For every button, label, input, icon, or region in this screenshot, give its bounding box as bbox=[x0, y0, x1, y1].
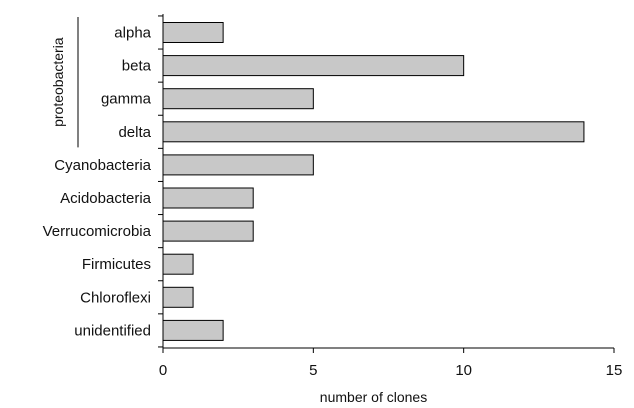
group-label: proteobacteria bbox=[50, 37, 66, 127]
category-label-firmicutes: Firmicutes bbox=[82, 256, 151, 273]
bar-beta bbox=[162, 55, 465, 77]
bar-acidobacteria bbox=[162, 187, 254, 209]
category-label-beta: beta bbox=[122, 58, 152, 75]
bar-chloroflexi bbox=[162, 286, 194, 308]
category-label-chloroflexi: Chloroflexi bbox=[80, 289, 151, 306]
x-tick-label: 5 bbox=[309, 362, 317, 379]
x-tick-label: 15 bbox=[606, 362, 623, 379]
bar-gamma bbox=[162, 88, 314, 110]
category-label-cyanobacteria: Cyanobacteria bbox=[54, 157, 151, 174]
bar-verrucomicrobia bbox=[162, 220, 254, 242]
y-axis: alpha beta gamma delta Cyanobacteria Acidobac… bbox=[43, 14, 164, 348]
x-axis: 0 5 10 15 bbox=[159, 347, 623, 379]
bar-alpha bbox=[162, 22, 224, 43]
category-label-gamma: gamma bbox=[101, 91, 152, 108]
category-label-verrucomicrobia: Verrucomicrobia bbox=[43, 223, 152, 240]
category-label-unidentified: unidentified bbox=[74, 322, 151, 339]
bars-group bbox=[162, 22, 585, 341]
bar-firmicutes bbox=[162, 253, 194, 275]
bar-cyanobacteria bbox=[162, 154, 314, 176]
x-tick-label: 10 bbox=[455, 362, 472, 379]
bar-delta bbox=[162, 121, 585, 143]
category-label-alpha: alpha bbox=[114, 25, 151, 42]
bar-unidentified bbox=[162, 319, 224, 341]
category-label-acidobacteria: Acidobacteria bbox=[60, 190, 152, 207]
category-label-delta: delta bbox=[118, 124, 151, 141]
x-axis-title: number of clones bbox=[320, 389, 427, 405]
x-tick-label: 0 bbox=[159, 362, 167, 379]
